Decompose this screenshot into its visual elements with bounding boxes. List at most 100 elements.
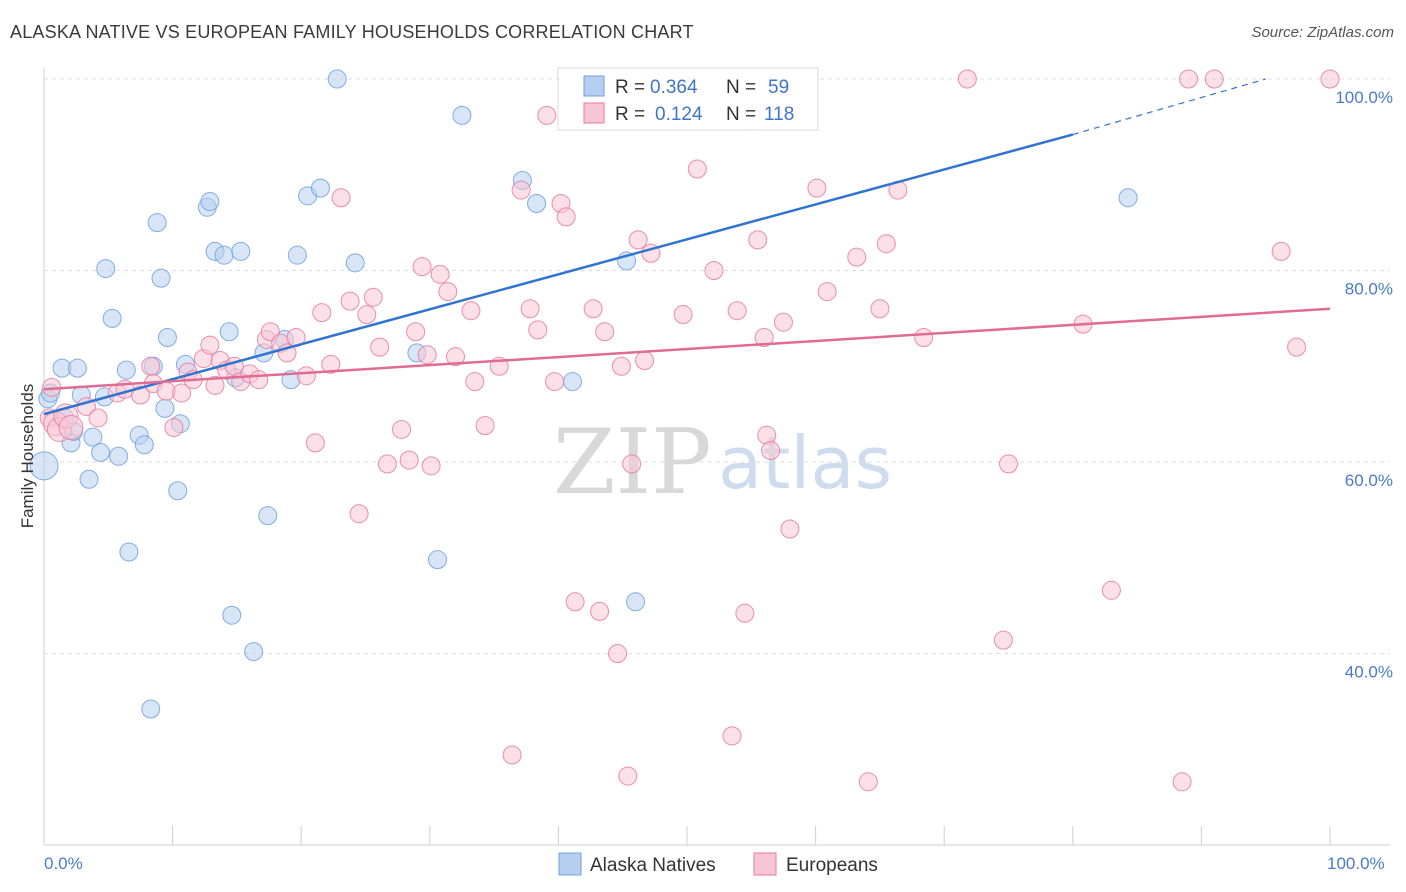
european-point-74 xyxy=(635,351,655,371)
european-point-96 xyxy=(914,328,934,348)
alaska-point-46 xyxy=(345,253,365,273)
alaska-point-32 xyxy=(214,245,234,265)
alaska-point-0 xyxy=(29,451,59,481)
alaska-point-11 xyxy=(91,442,111,462)
european-point-43 xyxy=(392,419,412,439)
european-point-91 xyxy=(847,247,867,267)
european-point-20 xyxy=(205,375,225,395)
alaska-point-22 xyxy=(147,213,167,233)
european-point-64 xyxy=(565,592,585,612)
european-point-61 xyxy=(545,372,565,392)
legend-n-label-europeans: N = xyxy=(726,104,756,125)
alaska-point-15 xyxy=(109,446,129,466)
alaska-point-14 xyxy=(102,308,122,328)
bottom-legend-label-alaska: Alaska Natives xyxy=(590,855,716,876)
european-point-7 xyxy=(88,408,108,428)
european-point-32 xyxy=(296,366,316,386)
alaska-point-24 xyxy=(155,398,175,418)
alaska-point-52 xyxy=(563,372,583,392)
european-point-35 xyxy=(321,354,341,374)
european-point-51 xyxy=(446,347,466,367)
european-point-86 xyxy=(761,441,781,461)
european-point-52 xyxy=(461,301,481,321)
european-point-50 xyxy=(438,282,458,302)
legend-box: R = 0.364 N = 59 R = 0.124 N = 118 xyxy=(557,67,819,131)
european-point-81 xyxy=(735,603,755,623)
european-point-11 xyxy=(141,356,161,376)
european-point-98 xyxy=(993,630,1013,650)
european-point-56 xyxy=(502,745,522,765)
european-point-57 xyxy=(511,180,531,200)
european-point-83 xyxy=(748,230,768,250)
european-point-102 xyxy=(1172,772,1192,792)
european-point-67 xyxy=(590,601,610,621)
legend-swatch-europeans xyxy=(583,102,605,124)
european-point-101 xyxy=(1101,580,1121,600)
european-point-72 xyxy=(622,454,642,474)
alaska-point-55 xyxy=(1118,188,1138,208)
european-point-79 xyxy=(722,726,742,746)
alaska-point-13 xyxy=(96,259,116,279)
chart-title: ALASKA NATIVE VS EUROPEAN FAMILY HOUSEHO… xyxy=(10,22,694,42)
bottom-legend-swatch-europeans xyxy=(753,852,777,876)
legend-r-value-alaska: 0.364 xyxy=(650,77,698,98)
european-point-105 xyxy=(1320,69,1340,89)
european-point-103 xyxy=(1179,69,1199,89)
alaska-point-45 xyxy=(327,69,347,89)
x-ticks xyxy=(43,826,1331,845)
european-point-92 xyxy=(858,772,878,792)
european-point-10 xyxy=(130,385,150,405)
european-point-41 xyxy=(370,337,390,357)
european-point-60 xyxy=(537,105,557,125)
european-point-19 xyxy=(200,335,220,355)
bottom-legend-label-europeans: Europeans xyxy=(786,855,878,876)
legend-r-label-alaska: R = xyxy=(615,77,645,98)
alaska-point-48 xyxy=(428,550,448,570)
alaska-point-51 xyxy=(527,193,547,213)
european-point-90 xyxy=(817,282,837,302)
alaska-point-42 xyxy=(287,245,307,265)
legend-r-label-europeans: R = xyxy=(615,104,645,125)
european-point-63 xyxy=(556,207,576,227)
european-point-68 xyxy=(595,322,615,342)
european-point-69 xyxy=(608,644,628,663)
y-tick-label-40: 40.0% xyxy=(1345,663,1393,682)
alaska-point-37 xyxy=(244,642,264,662)
legend-n-label-alaska: N = xyxy=(726,77,756,98)
alaska-point-23 xyxy=(151,268,171,288)
alaska-point-30 xyxy=(200,192,220,212)
alaska-point-33 xyxy=(219,322,239,342)
european-point-87 xyxy=(773,312,793,332)
trend-lines xyxy=(43,78,1331,416)
european-point-49 xyxy=(430,264,450,284)
alaska-point-16 xyxy=(116,360,136,380)
alaska-point-9 xyxy=(79,469,99,489)
legend-swatch-alaska xyxy=(583,75,605,97)
watermark-atlas: atlas xyxy=(718,421,892,505)
alaska-point-17 xyxy=(119,542,139,562)
european-point-42 xyxy=(377,454,397,474)
legend-n-value-europeans: 118 xyxy=(764,104,794,125)
european-point-53 xyxy=(465,372,485,392)
alaska-point-26 xyxy=(168,481,188,501)
european-point-88 xyxy=(780,519,800,539)
european-point-34 xyxy=(312,303,332,323)
european-point-71 xyxy=(618,766,638,786)
alaska-point-53 xyxy=(626,592,646,612)
y-tick-label-80: 80.0% xyxy=(1345,280,1393,299)
alaska-trend-line xyxy=(43,133,1074,416)
european-point-45 xyxy=(406,322,426,342)
european-point-37 xyxy=(340,291,360,311)
european-point-46 xyxy=(412,257,432,277)
x-tick-label-max: 100.0% xyxy=(1327,854,1385,873)
alaska-point-20 xyxy=(141,699,161,719)
alaska-point-49 xyxy=(452,105,472,125)
european-point-70 xyxy=(611,356,631,376)
european-point-84 xyxy=(754,328,774,348)
european-point-33 xyxy=(305,433,325,453)
european-point-44 xyxy=(399,450,419,470)
european-point-47 xyxy=(417,345,437,365)
european-point-107 xyxy=(1287,337,1307,357)
y-axis-label: Family Households xyxy=(18,384,37,529)
